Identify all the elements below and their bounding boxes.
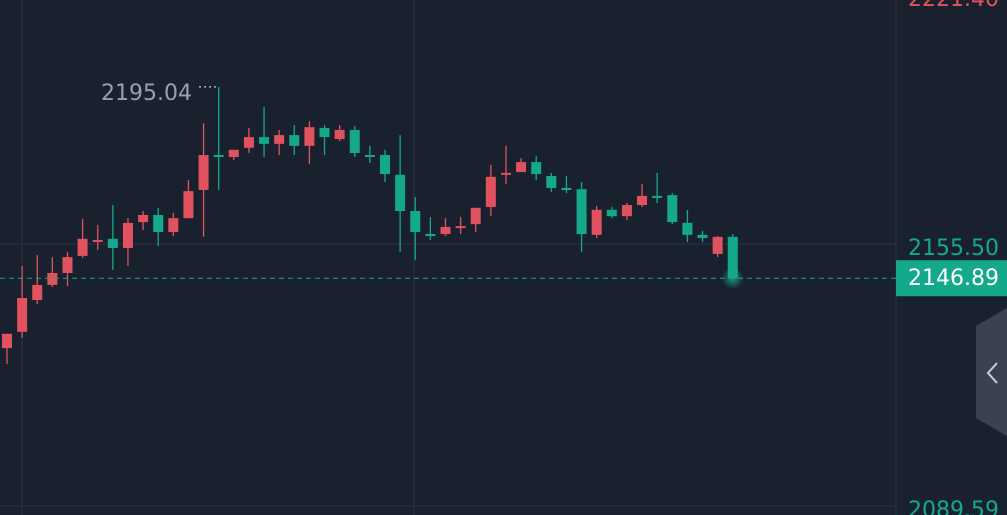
candle-body [531, 162, 542, 175]
candle-body [380, 154, 390, 175]
candle-body [289, 135, 300, 146]
candle-body [712, 236, 723, 254]
candle-body [621, 205, 632, 217]
candle-body [485, 176, 496, 208]
candle-body [410, 211, 421, 233]
candle-body [576, 189, 587, 235]
candle-body [47, 272, 58, 285]
candle-body [319, 127, 330, 138]
candle-body [122, 222, 133, 248]
candle-body [62, 257, 73, 273]
candle-body [364, 154, 375, 157]
candle-body [168, 218, 179, 233]
candle-body [561, 187, 572, 190]
y-tick-label: 2221.40 [908, 0, 999, 12]
candle-body [546, 176, 557, 188]
collapse-button[interactable] [976, 308, 1007, 436]
candle-body [349, 129, 360, 153]
candle-body [183, 191, 194, 219]
candle-body [213, 154, 224, 157]
candle-body [682, 222, 693, 235]
candle-body [606, 209, 617, 217]
candle-body [198, 154, 209, 190]
candle-body [138, 214, 149, 223]
candle-body [455, 226, 466, 229]
candle-body [440, 226, 451, 235]
candle-body [652, 195, 663, 198]
candle-body [591, 209, 602, 235]
candle-body [697, 234, 708, 239]
candle-body [334, 129, 345, 140]
max-label: 2195.04 [101, 81, 192, 106]
candle-body [243, 137, 254, 148]
candle-body [516, 162, 527, 173]
candle-body [395, 174, 406, 212]
candle-body [727, 236, 738, 279]
candle-body [92, 240, 103, 243]
candle-body [153, 214, 164, 233]
candle-body [304, 127, 315, 146]
last-price-glow [721, 267, 744, 290]
candle-body [470, 207, 481, 225]
last-price-tag [896, 260, 1007, 297]
last-price-label: 2146.89 [908, 266, 999, 291]
candle-body [228, 149, 239, 157]
candle-body [500, 172, 511, 175]
candle-body [17, 298, 28, 332]
candle-body [107, 238, 118, 248]
candle-body [667, 195, 678, 223]
y-tick-label: 2155.50 [908, 236, 999, 261]
candle-body [77, 238, 88, 256]
candle-body [2, 333, 12, 349]
candle-body [32, 284, 43, 301]
y-tick-label: 2089.59 [908, 498, 999, 515]
candle-body [637, 195, 648, 206]
candle-body [259, 137, 270, 144]
candle-body [274, 135, 285, 144]
candle-body [425, 234, 436, 237]
